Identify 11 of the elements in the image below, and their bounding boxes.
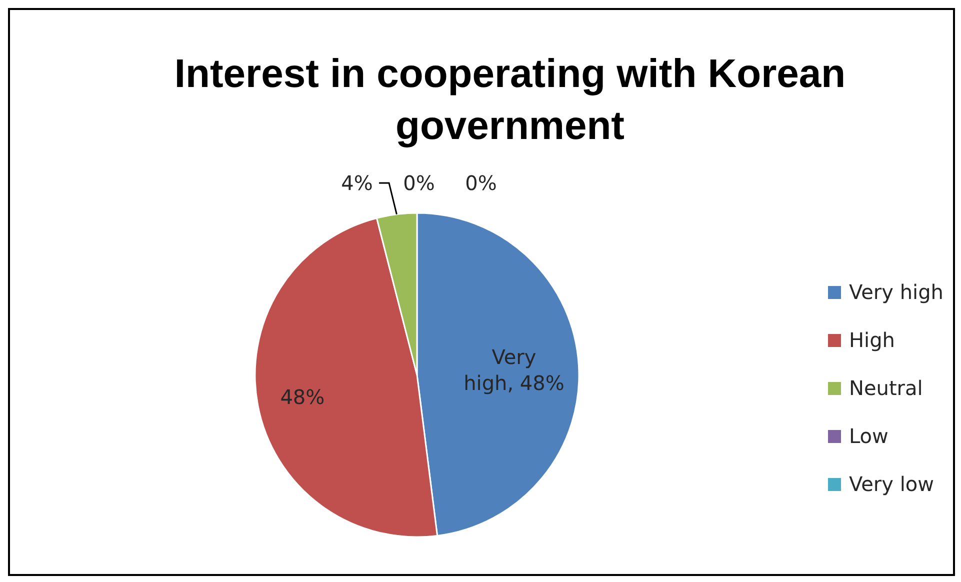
text: 0% [465, 171, 497, 195]
legend-label: Very high [849, 280, 944, 304]
legend-label: Low [849, 424, 888, 448]
text: 0% [403, 171, 435, 195]
data-label: 4% [341, 171, 373, 195]
chart-title: Interest in cooperating with Korean government [173, 51, 847, 150]
legend-label: Neutral [849, 376, 923, 400]
data-label: Very high, 48% [464, 344, 564, 395]
legend-label: High [849, 328, 895, 352]
data-label: 48% [280, 384, 325, 409]
legend-label: Very low [849, 472, 934, 496]
